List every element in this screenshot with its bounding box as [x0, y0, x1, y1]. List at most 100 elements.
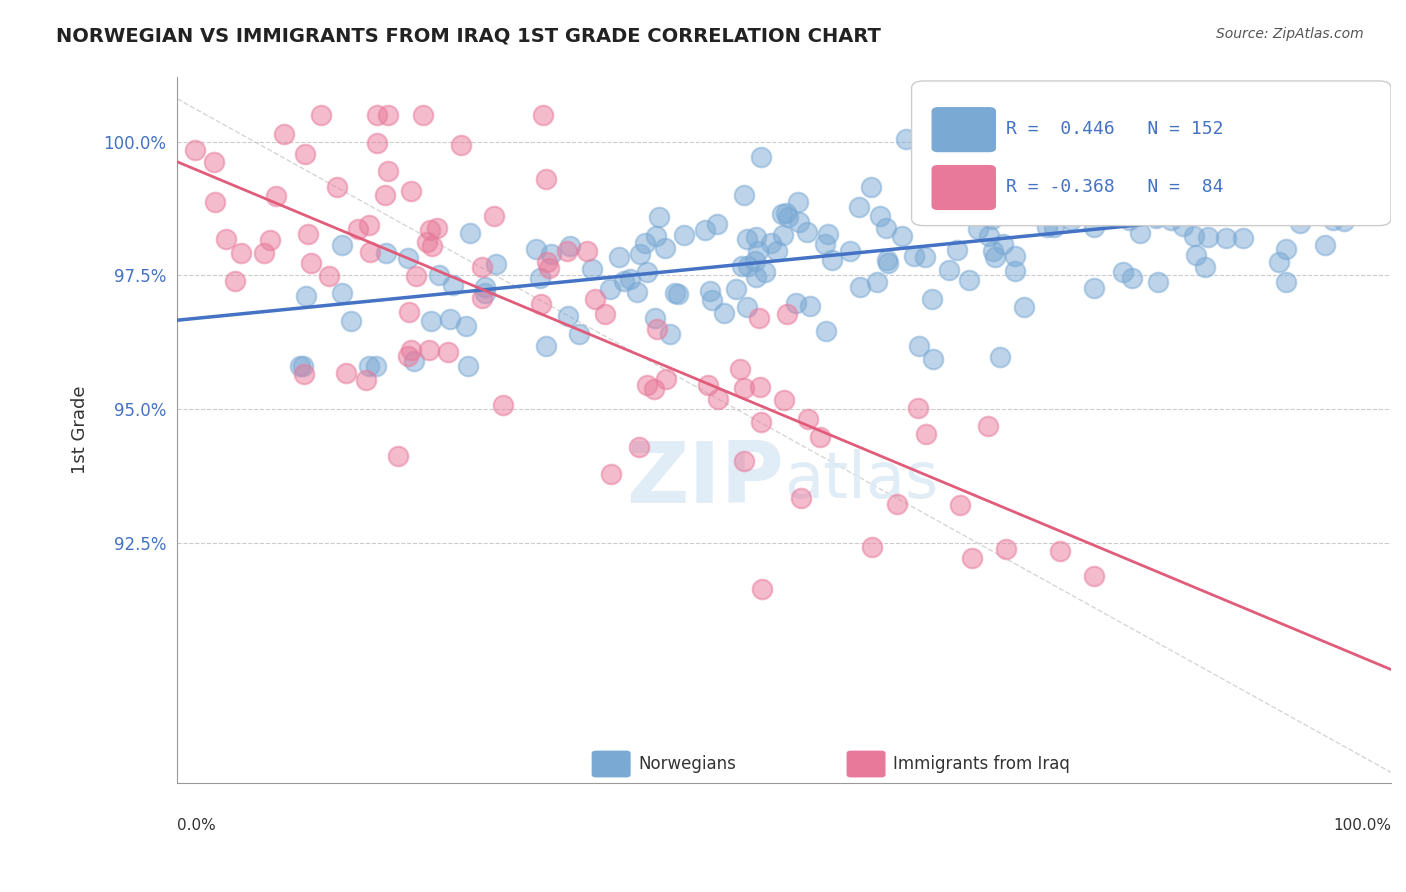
Point: [1060, 213, 1083, 227]
Point: [979, 228, 1001, 243]
Point: [713, 306, 735, 320]
Point: [474, 280, 496, 294]
Point: [730, 361, 752, 376]
Point: [865, 275, 887, 289]
Point: [1341, 207, 1364, 221]
Point: [787, 215, 810, 229]
Point: [747, 244, 769, 258]
Point: [654, 240, 676, 254]
Point: [273, 127, 295, 141]
Point: [1049, 544, 1071, 558]
Point: [735, 232, 758, 246]
Point: [849, 280, 872, 294]
Point: [733, 454, 755, 468]
Point: [581, 262, 603, 277]
Point: [759, 236, 782, 251]
Point: [1004, 264, 1026, 278]
Point: [1232, 231, 1254, 245]
Point: [915, 179, 938, 194]
Point: [960, 551, 983, 566]
Point: [366, 108, 388, 122]
Point: [600, 467, 623, 481]
Point: [418, 343, 440, 357]
Point: [607, 250, 630, 264]
Point: [814, 324, 837, 338]
Point: [695, 223, 717, 237]
Point: [658, 326, 681, 341]
Point: [1042, 220, 1064, 235]
Point: [557, 310, 579, 324]
Point: [745, 270, 768, 285]
Point: [1017, 205, 1039, 219]
Point: [860, 540, 883, 554]
Point: [748, 379, 770, 393]
Point: [366, 136, 388, 150]
Text: R = -0.368   N =  84: R = -0.368 N = 84: [1007, 178, 1223, 196]
Point: [1160, 213, 1182, 227]
Point: [529, 270, 551, 285]
Point: [439, 311, 461, 326]
Point: [309, 108, 332, 122]
Point: [292, 359, 315, 373]
Point: [1129, 226, 1152, 240]
Point: [988, 350, 1011, 364]
Point: [749, 415, 772, 429]
Point: [288, 359, 311, 373]
Point: [264, 189, 287, 203]
Point: [751, 582, 773, 596]
Point: [593, 307, 616, 321]
Point: [797, 412, 820, 426]
Point: [402, 353, 425, 368]
Point: [778, 210, 800, 224]
Point: [297, 227, 319, 242]
Point: [644, 311, 666, 326]
Text: R =  0.446   N = 152: R = 0.446 N = 152: [1007, 120, 1223, 138]
Text: 0.0%: 0.0%: [177, 818, 217, 833]
Point: [398, 305, 420, 319]
Point: [749, 150, 772, 164]
Point: [655, 372, 678, 386]
Point: [340, 314, 363, 328]
Point: [645, 321, 668, 335]
FancyBboxPatch shape: [911, 81, 1391, 226]
Point: [202, 154, 225, 169]
Point: [697, 377, 720, 392]
Point: [1303, 168, 1326, 182]
Point: [983, 244, 1005, 258]
Text: NORWEGIAN VS IMMIGRANTS FROM IRAQ 1ST GRADE CORRELATION CHART: NORWEGIAN VS IMMIGRANTS FROM IRAQ 1ST GR…: [56, 27, 882, 45]
Point: [731, 259, 754, 273]
Point: [1194, 260, 1216, 275]
Point: [330, 238, 353, 252]
Point: [772, 227, 794, 242]
Point: [914, 250, 936, 264]
FancyBboxPatch shape: [932, 108, 995, 152]
Point: [907, 401, 929, 416]
Point: [955, 191, 977, 205]
Point: [1289, 216, 1312, 230]
Point: [568, 327, 591, 342]
Point: [347, 222, 370, 236]
Point: [875, 220, 897, 235]
Point: [530, 297, 553, 311]
Point: [399, 343, 422, 357]
Point: [359, 245, 381, 260]
Point: [419, 223, 441, 237]
Point: [1270, 184, 1292, 198]
Point: [790, 491, 813, 505]
Point: [426, 221, 449, 235]
Point: [224, 274, 246, 288]
Point: [534, 172, 557, 186]
Point: [702, 293, 724, 307]
Text: atlas: atlas: [785, 449, 938, 510]
Point: [891, 229, 914, 244]
Point: [995, 190, 1018, 204]
Point: [994, 541, 1017, 556]
Point: [1153, 141, 1175, 155]
Point: [636, 265, 658, 279]
Point: [733, 381, 755, 395]
Point: [775, 206, 797, 220]
Point: [537, 261, 560, 276]
Point: [664, 285, 686, 300]
Point: [330, 286, 353, 301]
Point: [628, 246, 651, 260]
